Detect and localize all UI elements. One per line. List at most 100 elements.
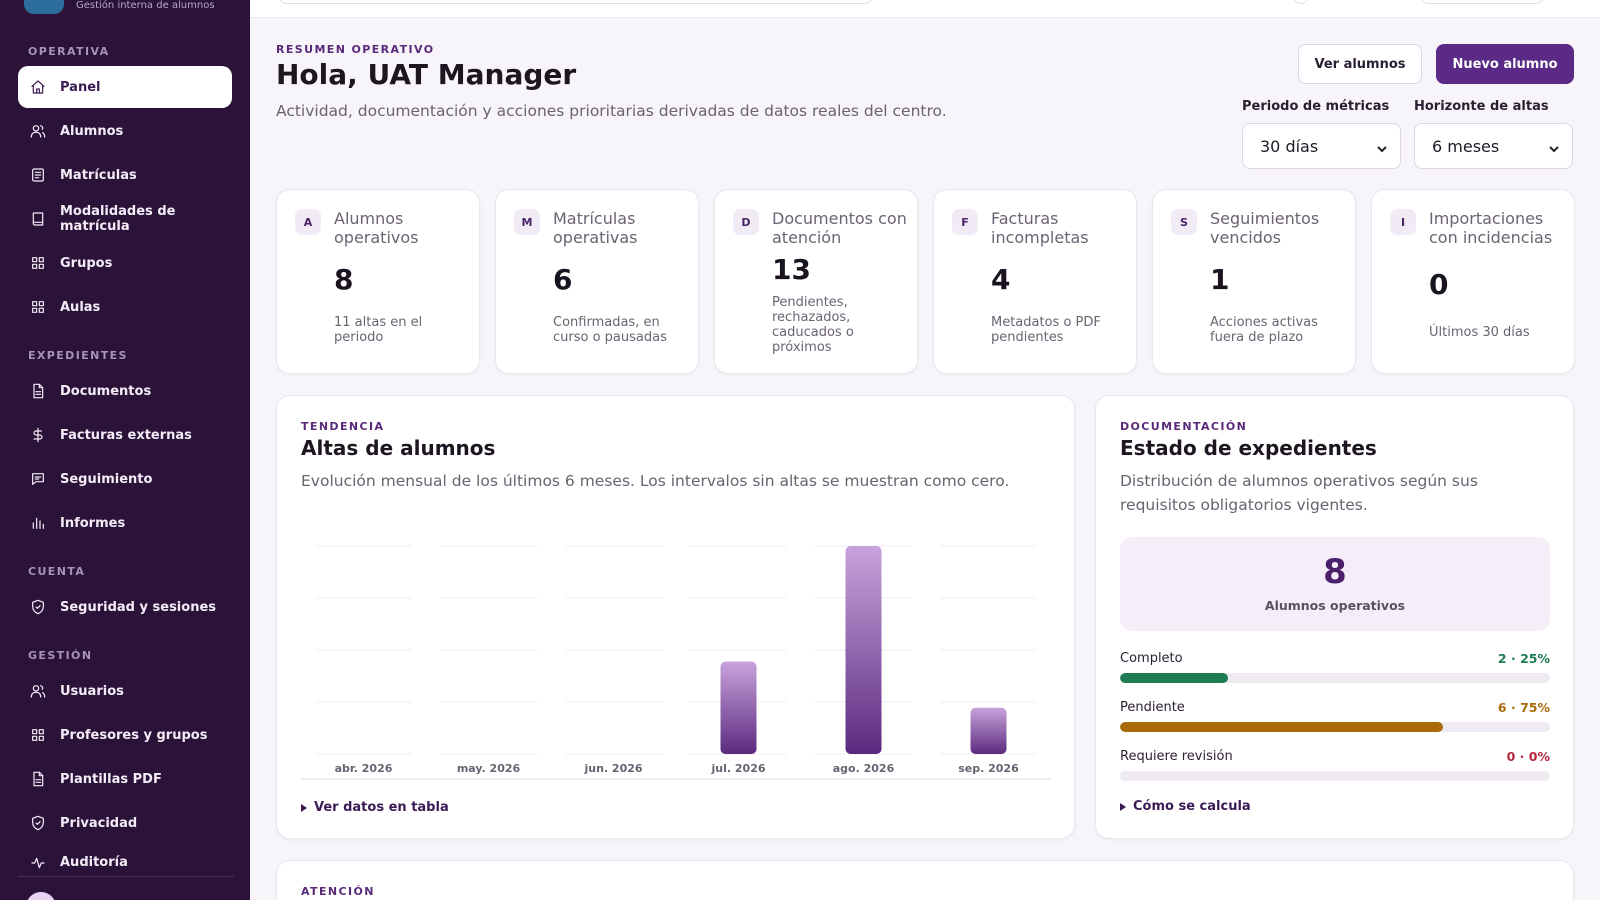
sidebar-item-label: Matrículas <box>60 167 137 183</box>
sidebar-item-label: Usuarios <box>60 683 124 699</box>
sidebar-item-documentos[interactable]: Documentos <box>18 370 232 412</box>
docs-total-value: 8 <box>1323 552 1347 592</box>
sidebar-item-matriculas[interactable]: Matrículas <box>18 154 232 196</box>
enrollment-bar-chart: abr. 2026 may. 2026 jun. 2026 jul. 2026 ago.… <box>301 545 1051 780</box>
clipboard-icon <box>30 167 46 183</box>
docs-subtitle: Distribución de alumnos operativos según… <box>1120 469 1478 517</box>
nav-section-cuenta: CUENTA <box>28 565 86 578</box>
users-icon <box>30 683 46 699</box>
page-subtitle: Actividad, documentación y acciones prio… <box>276 102 947 120</box>
chart-tick-label: may. 2026 <box>457 762 521 775</box>
sidebar-item-label: Modalidades de matrícula <box>60 204 176 234</box>
metric-note: Confirmadas, en curso o pausadas <box>553 315 667 345</box>
sidebar-divider <box>18 876 234 877</box>
file-icon <box>30 771 46 787</box>
grid-icon <box>30 299 46 315</box>
chart-bar[interactable] <box>720 661 757 754</box>
how-calculated-label: Cómo se calcula <box>1133 799 1251 814</box>
sidebar-item-seguimiento[interactable]: Seguimiento <box>18 458 232 500</box>
chart-bar[interactable] <box>970 707 1007 754</box>
trend-subtitle: Evolución mensual de los últimos 6 meses… <box>301 472 1010 490</box>
nav-section-gestion: GESTIÓN <box>28 649 93 662</box>
metric-card-seguimientos[interactable]: S Seguimientos vencidos 1 Acciones activ… <box>1152 189 1356 374</box>
metric-badge: D <box>733 209 759 235</box>
grid-icon <box>30 255 46 271</box>
chart-bar[interactable] <box>845 546 882 754</box>
metrics-period-select[interactable]: 30 días <box>1242 123 1401 169</box>
metric-card-matriculas[interactable]: M Matrículas operativas 6 Confirmadas, e… <box>495 189 699 374</box>
enrollment-horizon-select[interactable]: 6 meses <box>1414 123 1573 169</box>
view-table-toggle[interactable]: Ver datos en tabla <box>301 800 449 815</box>
sidebar-item-aulas[interactable]: Aulas <box>18 286 232 328</box>
enrollment-horizon-value: 6 meses <box>1432 136 1500 156</box>
brand: Gestión interna de alumnos <box>24 0 215 14</box>
trend-title: Altas de alumnos <box>301 436 496 460</box>
attention-eyebrow: ATENCIÓN <box>301 885 375 898</box>
grid-icon <box>30 727 46 743</box>
view-students-button[interactable]: Ver alumnos <box>1298 44 1422 84</box>
dollar-icon <box>30 427 46 443</box>
how-calculated-toggle[interactable]: Cómo se calcula <box>1120 799 1251 814</box>
metric-badge: S <box>1171 209 1197 235</box>
metric-value: 8 <box>334 263 354 296</box>
metric-card-alumnos[interactable]: A Alumnos operativos 8 11 altas en el pe… <box>276 189 480 374</box>
sidebar-item-grupos[interactable]: Grupos <box>18 242 232 284</box>
sidebar-item-auditoria[interactable]: Auditoría <box>18 846 232 872</box>
metric-card-documentos[interactable]: D Documentos con atención 13 Pendientes,… <box>714 189 918 374</box>
sidebar-item-label: Auditoría <box>60 855 128 870</box>
metrics-period-label: Periodo de métricas <box>1242 99 1390 114</box>
metric-card-facturas[interactable]: F Facturas incompletas 4 Metadatos o PDF… <box>933 189 1137 374</box>
user-menu-button[interactable] <box>1420 0 1544 4</box>
avatar[interactable] <box>26 892 56 900</box>
sidebar-item-label: Documentos <box>60 383 152 399</box>
status-label: Requiere revisión <box>1120 749 1233 764</box>
metric-badge: F <box>952 209 978 235</box>
sidebar-item-alumnos[interactable]: Alumnos <box>18 110 232 152</box>
home-icon <box>30 79 46 95</box>
status-label: Pendiente <box>1120 700 1185 715</box>
new-student-button[interactable]: Nuevo alumno <box>1436 44 1574 84</box>
topbar <box>250 0 1600 18</box>
activity-icon <box>30 855 46 871</box>
chevron-down-icon <box>1548 140 1560 153</box>
sidebar-item-profesores[interactable]: Profesores y grupos <box>18 714 232 756</box>
sidebar-item-seguridad[interactable]: Seguridad y sesiones <box>18 586 232 628</box>
search-input[interactable] <box>278 0 873 4</box>
metric-card-importaciones[interactable]: I Importaciones con incidencias 0 Último… <box>1371 189 1575 374</box>
metric-note: 11 altas en el periodo <box>334 315 423 345</box>
status-row-revision: Requiere revisión 0 · 0% <box>1120 749 1550 789</box>
notification-icon[interactable] <box>1294 0 1308 4</box>
docs-title: Estado de expedientes <box>1120 436 1377 460</box>
sidebar-item-usuarios[interactable]: Usuarios <box>18 670 232 712</box>
docs-total-label: Alumnos operativos <box>1264 598 1406 613</box>
metric-title: Alumnos operativos <box>334 209 419 247</box>
docs-eyebrow: DOCUMENTACIÓN <box>1120 420 1248 433</box>
brand-subtitle: Gestión interna de alumnos <box>76 0 215 11</box>
chart-tick-label: abr. 2026 <box>335 762 393 775</box>
metric-note: Últimos 30 días <box>1429 325 1530 340</box>
metrics-period-value: 30 días <box>1260 136 1319 156</box>
book-icon <box>30 211 46 227</box>
progress-fill <box>1120 673 1228 683</box>
sidebar-item-panel[interactable]: Panel <box>18 66 232 108</box>
sidebar-item-privacidad[interactable]: Privacidad <box>18 802 232 844</box>
sidebar-item-facturas[interactable]: Facturas externas <box>18 414 232 456</box>
page-title: Hola, UAT Manager <box>276 58 577 91</box>
sidebar-item-label: Plantillas PDF <box>60 771 162 787</box>
shield-icon <box>30 599 46 615</box>
status-value: 0 · 0% <box>1506 749 1550 764</box>
docs-total-box: 8 Alumnos operativos <box>1120 537 1550 631</box>
progress-fill <box>1120 722 1443 732</box>
sidebar-item-informes[interactable]: Informes <box>18 502 232 544</box>
metric-title: Matrículas operativas <box>553 209 638 247</box>
sidebar-item-label: Panel <box>60 79 101 95</box>
docs-subtitle-line-1: Distribución de alumnos operativos según… <box>1120 472 1478 490</box>
status-row-pendiente: Pendiente 6 · 75% <box>1120 700 1550 740</box>
metric-value: 13 <box>772 253 811 286</box>
sidebar-item-plantillas[interactable]: Plantillas PDF <box>18 758 232 800</box>
sidebar-item-label: Privacidad <box>60 815 138 831</box>
sidebar-item-modalidades[interactable]: Modalidades de matrícula <box>18 198 232 240</box>
status-value: 2 · 25% <box>1497 651 1550 666</box>
progress-track <box>1120 771 1550 781</box>
metric-note: Metadatos o PDF pendientes <box>991 315 1101 345</box>
